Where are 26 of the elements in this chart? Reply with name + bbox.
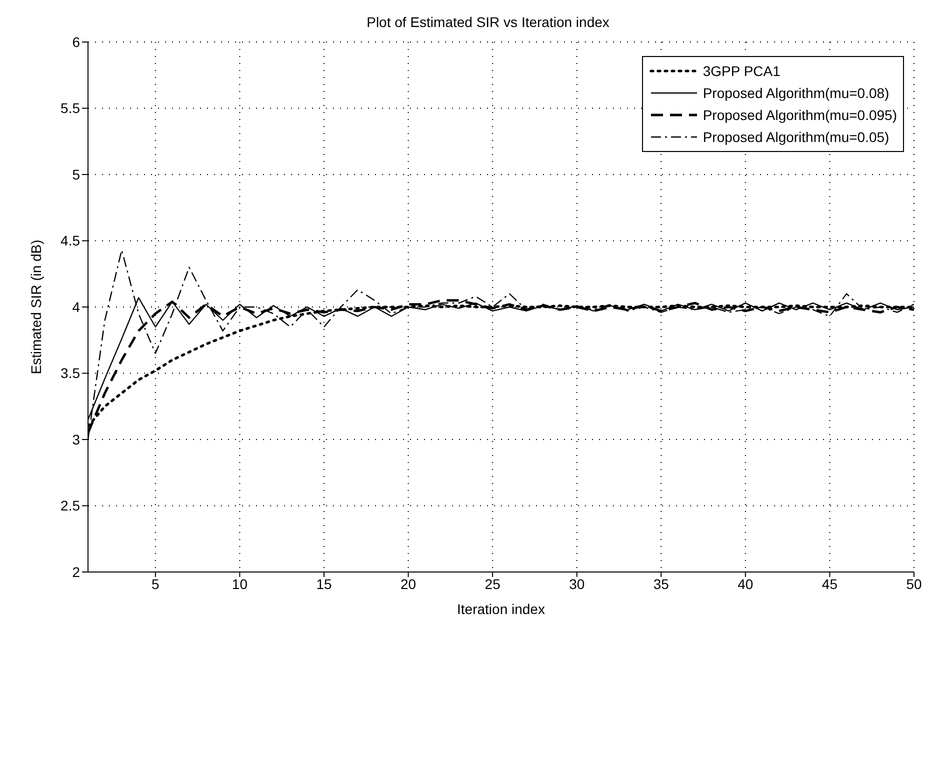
y-tick-label: 4	[72, 298, 80, 315]
x-tick-label: 35	[653, 576, 670, 592]
y-axis-title: Estimated SIR (in dB)	[28, 240, 44, 374]
y-tick-label: 2.5	[60, 498, 80, 514]
y-tick-label: 5	[72, 166, 80, 182]
x-tick-label: 40	[738, 576, 754, 592]
legend-label: 3GPP PCA1	[702, 63, 780, 79]
x-tick-label: 10	[232, 576, 248, 592]
legend-label: Proposed Algorithm(mu=0.05)	[702, 129, 890, 145]
x-tick-label: 30	[569, 576, 585, 592]
x-tick-label: 45	[822, 576, 838, 592]
legend-label: Proposed Algorithm(mu=0.095)	[702, 107, 897, 123]
x-tick-label: 20	[400, 576, 416, 592]
x-tick-label: 15	[316, 576, 332, 592]
legend-label: Proposed Algorithm(mu=0.08)	[702, 85, 890, 101]
x-tick-label: 5	[152, 576, 160, 592]
chart-title: Plot of Estimated SIR vs Iteration index	[366, 14, 610, 30]
x-tick-label: 25	[484, 576, 501, 592]
y-tick-label: 3	[72, 431, 80, 448]
y-tick-label: 2	[72, 564, 80, 580]
x-axis-title: Iteration index	[457, 601, 545, 617]
y-tick-label: 4.5	[60, 232, 80, 249]
y-tick-label: 5.5	[60, 100, 80, 116]
x-tick-label: 50	[906, 576, 922, 592]
y-tick-label: 6	[72, 34, 80, 50]
y-tick-label: 3.5	[60, 365, 80, 382]
